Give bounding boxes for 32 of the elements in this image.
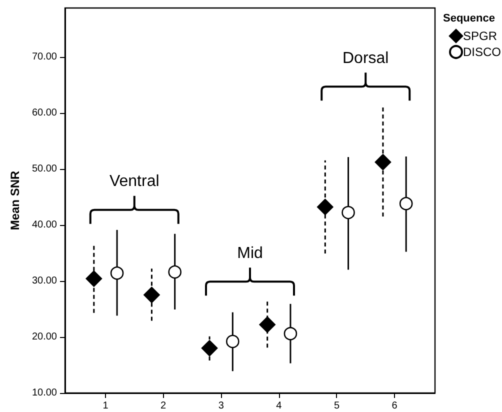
point [399,196,413,210]
point [374,154,392,170]
point [86,270,102,287]
y-axis-title: Mean SNR [8,170,22,230]
point [201,340,218,356]
y-tick-label: 40.00 [32,219,58,230]
legend-label: DISCO [463,45,502,59]
y-tick-label: 50.00 [32,163,58,174]
legend-title: Sequence [443,12,495,24]
x-tick-label: 6 [392,400,398,412]
x-tick-label: 3 [218,400,224,412]
point [144,286,160,304]
annotation: Mid [237,244,263,262]
point [168,265,182,279]
point [226,334,240,348]
y-tick-label: 60.00 [32,107,58,118]
x-tick-label: 1 [102,400,109,412]
y-tick-label: 70.00 [32,51,58,62]
y-tick-label: 10.00 [32,388,58,398]
point [284,326,298,340]
x-tick-label: 5 [334,400,340,412]
annotation: Ventral [109,173,160,190]
point [110,266,124,280]
point [342,206,355,220]
y-tick-label: 20.00 [32,331,58,342]
point [259,316,276,333]
annotation: Dorsal [342,50,389,67]
point [317,198,334,216]
legend-label: SPGR [463,29,498,43]
x-tick-label: 4 [276,400,282,412]
x-tick-label: 2 [160,400,166,412]
y-tick-label: 30.00 [32,275,58,286]
